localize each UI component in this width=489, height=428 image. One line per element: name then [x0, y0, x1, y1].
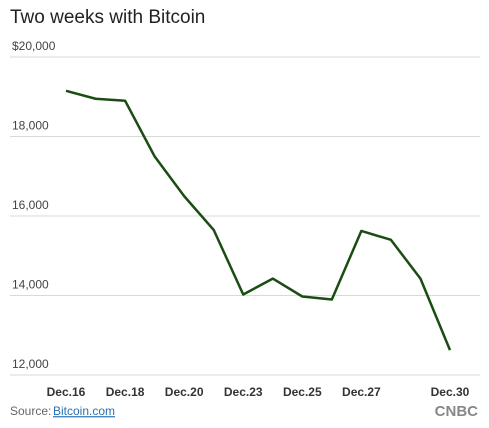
- x-tick-label: Dec.23: [224, 385, 263, 399]
- x-tick-label: Dec.27: [342, 385, 381, 399]
- x-tick-label: Dec.25: [283, 385, 322, 399]
- y-tick-label: 12,000: [12, 357, 49, 371]
- y-tick-label: $20,000: [12, 39, 56, 53]
- y-tick-label: 14,000: [12, 278, 49, 292]
- y-tick-label: 18,000: [12, 119, 49, 133]
- data-line: [65, 89, 452, 351]
- x-tick-label: Dec.16: [47, 385, 86, 399]
- logo: CNBC: [435, 403, 478, 420]
- source-link[interactable]: Bitcoin.com: [53, 404, 115, 418]
- x-tick-label: Dec.18: [106, 385, 145, 399]
- source-label: Source:: [10, 404, 51, 418]
- y-tick-label: 16,000: [12, 198, 49, 212]
- x-tick-label: Dec.30: [431, 385, 470, 399]
- x-tick-label: Dec.20: [165, 385, 204, 399]
- chart-title: Two weeks with Bitcoin: [10, 7, 205, 28]
